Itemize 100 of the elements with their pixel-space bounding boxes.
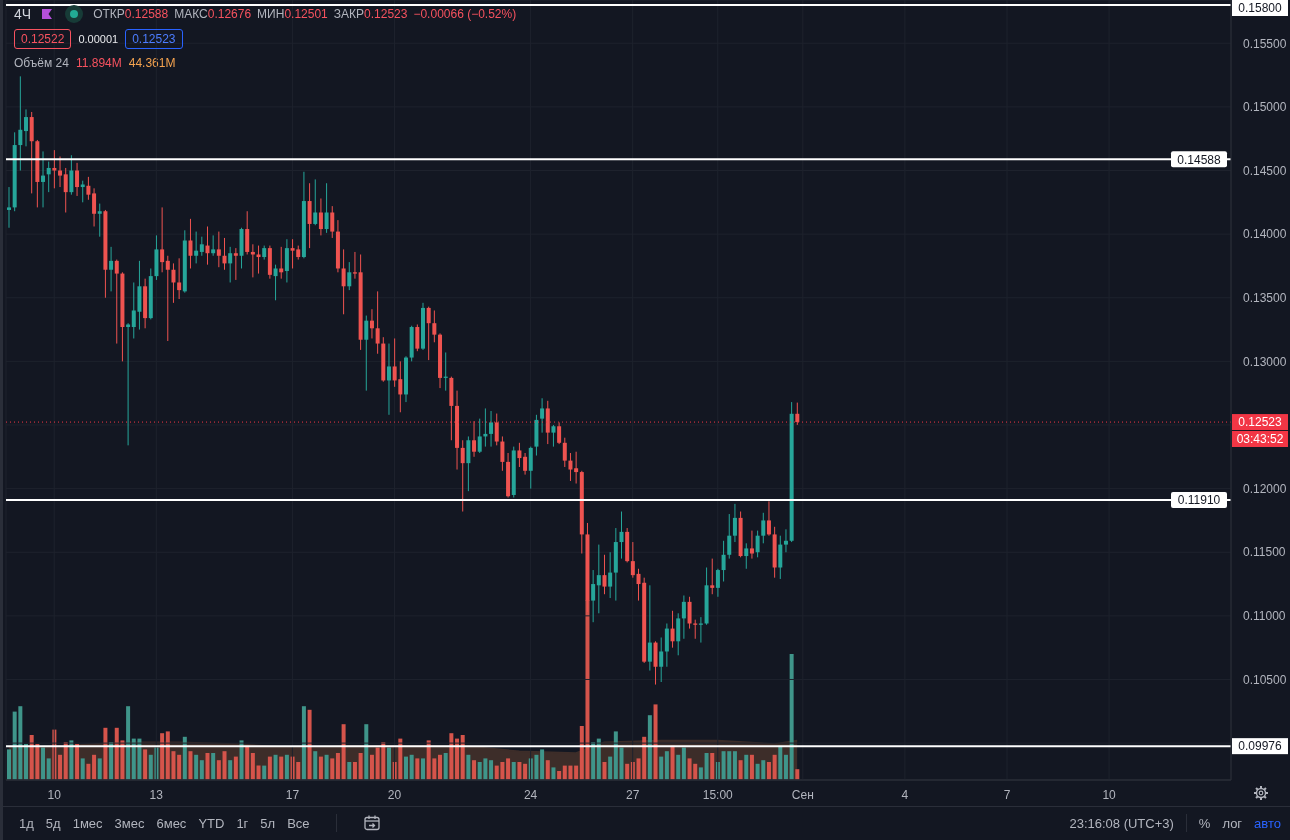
x-tick-label: 27 [626,787,640,802]
candlestick [160,206,165,273]
bar [386,747,391,780]
y-tick-label: 0.11000 [1243,609,1286,624]
candlestick [375,290,380,355]
bar [7,749,11,780]
bar [301,706,306,780]
bar [409,754,414,780]
candlestick [194,231,199,264]
candlestick [727,513,732,560]
candlestick [279,246,284,280]
x-tick-label: 20 [387,787,402,802]
candlestick [591,569,596,623]
bar [205,753,210,780]
bar [738,760,743,780]
candlestick [109,246,114,292]
bar [511,762,516,780]
candlestick [273,264,278,301]
text: 23:16:08 (UTC+3) [1069,815,1174,831]
candlestick [284,238,289,283]
bar [710,753,715,780]
candlestick [517,442,522,468]
candlestick [460,439,465,513]
candlestick [466,435,471,492]
annotation: 0.12523 [364,7,408,21]
candlestick [766,500,771,537]
bar [681,747,686,780]
candlestick [681,595,686,640]
annotation: 0.12588 [124,7,169,21]
candlestick [602,554,607,595]
candlestick [165,255,170,342]
candlestick [233,247,238,281]
text: 1г [236,815,249,831]
candlestick [721,540,726,582]
bar [778,745,783,780]
text: 6мес [156,815,187,831]
y-tick-label: 0.15500 [1243,36,1287,51]
bar [284,754,289,780]
x-tick-label: Сен [791,787,814,802]
bar [194,754,199,780]
bar [324,754,329,780]
ref-line-label: 0.11910 [1177,493,1221,508]
text: лог [1222,815,1243,831]
y-tick-label: 0.12000 [1243,481,1287,496]
bar [58,754,63,780]
bar [403,756,408,780]
bar [659,756,664,780]
candlestick [426,306,431,361]
annotation: 0.12523 [125,29,183,49]
bar [46,758,51,780]
candlestick [216,231,221,268]
bar [177,754,182,780]
bar [273,754,278,780]
candlestick [795,402,800,426]
bar [613,731,618,780]
bar [421,758,425,780]
bar [415,758,420,780]
bar [540,749,545,780]
bar [233,756,238,780]
candlestick [557,421,562,445]
candlestick [52,149,57,189]
candlestick [97,203,102,238]
bar [199,760,204,780]
text: 4Ч [14,6,32,22]
candlestick [352,251,357,280]
candlestick [86,176,91,201]
bar [216,760,221,780]
candlestick [596,544,601,614]
bar [313,751,318,780]
candlestick [415,323,420,352]
candlestick [698,616,703,644]
candlestick [647,584,652,672]
ref-line-label: 0.12523 [1238,415,1283,430]
y-tick-label: 0.10500 [1243,672,1287,687]
candlestick [228,246,233,283]
ref-line-label: 0.14588 [1177,152,1222,167]
candlestick [523,452,528,476]
candlestick [41,150,46,208]
candlestick [477,418,482,454]
candlestick [494,413,499,446]
bar [647,715,652,780]
text: 03:43:52 [1236,432,1284,447]
candlestick [114,259,119,345]
bar [330,758,335,780]
bar [653,704,658,780]
candlestick [69,154,74,196]
chart-title: Объём 24 [14,56,69,70]
candlestick [568,452,573,482]
bar [256,765,261,780]
candlestick [307,182,312,249]
x-tick-label: 10 [1102,787,1117,802]
candlestick [500,435,505,472]
candlestick [562,437,567,468]
bar [704,753,709,780]
y-tick-label: 0.14500 [1243,163,1287,178]
bar [250,753,255,780]
bar [772,754,777,780]
bar [698,767,703,780]
y-tick-label: 0.11500 [1243,545,1286,560]
x-tick-label: 10 [47,787,62,802]
